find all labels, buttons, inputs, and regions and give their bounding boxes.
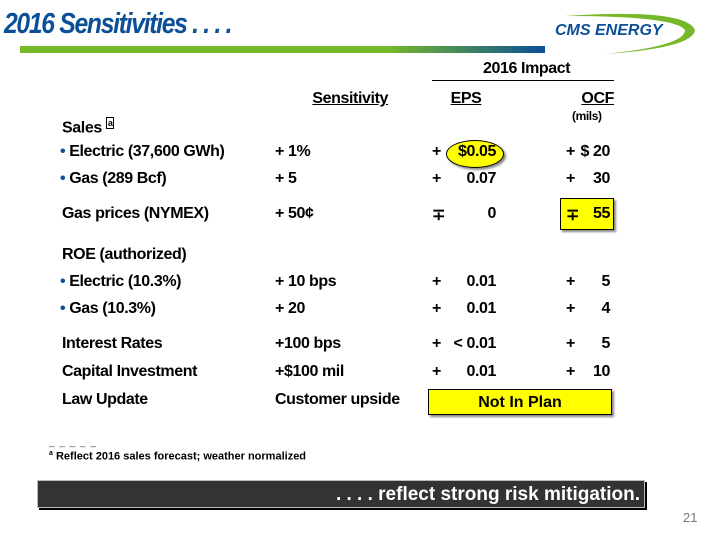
eps-value: 0	[487, 205, 497, 222]
bullet-icon: •	[60, 170, 66, 187]
bullet-icon: •	[60, 300, 66, 317]
eps-value: < 0.01	[453, 335, 496, 352]
sensitivity-value: + 1%	[275, 143, 311, 160]
footnote: a Reflect 2016 sales forecast; weather n…	[49, 450, 307, 463]
eps-value: 0.01	[466, 300, 496, 317]
row-label: Sales a	[62, 117, 115, 137]
ocf-sign: +	[566, 170, 575, 187]
ocf-value: 10	[593, 363, 610, 380]
sensitivity-value: + 5	[275, 170, 297, 187]
eps-sign: +	[432, 335, 441, 352]
page-title: 2016 Sensitivities . . . .	[4, 8, 232, 40]
bullet-icon: •	[60, 143, 66, 160]
row-label: Gas prices (NYMEX)	[62, 205, 209, 222]
conclusion-banner: . . . . reflect strong risk mitigation.	[37, 480, 645, 508]
eps-sign: +	[432, 300, 441, 317]
sensitivity-value: + 50¢	[275, 205, 314, 222]
eps-sign: +	[432, 273, 441, 290]
sensitivity-value: + 10 bps	[275, 273, 337, 290]
row-label: • Gas (289 Bcf)	[60, 170, 167, 187]
ocf-value: $ 20	[580, 143, 610, 160]
row-label: • Electric (37,600 GWh)	[60, 143, 225, 160]
eps-sign: +	[432, 143, 441, 160]
page-number: 21	[683, 510, 698, 525]
title-underline-bar	[20, 46, 545, 53]
group-header-2016-impact: 2016 Impact	[483, 60, 571, 77]
bullet-icon: •	[60, 273, 66, 290]
ocf-unit: (mils)	[572, 109, 602, 123]
col-header-eps: EPS	[450, 90, 482, 107]
ocf-value: 5	[601, 273, 611, 290]
col-header-ocf: OCF	[581, 90, 614, 107]
eps-highlight-oval	[446, 140, 504, 168]
ocf-sign: ∓	[566, 207, 580, 224]
eps-value: 0.01	[466, 363, 496, 380]
eps-sign: ∓	[432, 207, 446, 224]
ocf-value: 30	[593, 170, 610, 187]
ocf-sign: +	[566, 335, 575, 352]
footnote-separator: _ _ _ _ _	[49, 437, 97, 448]
sensitivity-value: +$100 mil	[275, 363, 344, 380]
row-label: ROE (authorized)	[62, 246, 187, 263]
ocf-sign: +	[566, 273, 575, 290]
not-in-plan-box: Not In Plan	[428, 389, 612, 415]
footnote-ref: a	[105, 117, 115, 129]
ocf-sign: +	[566, 363, 575, 380]
ocf-highlight-box	[560, 198, 614, 230]
row-label: Law Update	[62, 391, 148, 408]
cms-energy-logo: CMS ENERGY	[535, 10, 700, 55]
sensitivity-value: Customer upside	[275, 391, 400, 408]
sensitivity-value: +100 bps	[275, 335, 341, 352]
row-label: Interest Rates	[62, 335, 163, 352]
ocf-sign: +	[566, 300, 575, 317]
eps-sign: +	[432, 363, 441, 380]
row-label: • Electric (10.3%)	[60, 273, 182, 290]
eps-value: 0.01	[466, 273, 496, 290]
eps-value: 0.07	[466, 170, 496, 187]
group-header-rule	[432, 80, 614, 81]
row-label: • Gas (10.3%)	[60, 300, 156, 317]
ocf-sign: +	[566, 143, 575, 160]
eps-value: $0.05	[457, 143, 496, 160]
row-label: Capital Investment	[62, 363, 198, 380]
sensitivity-value: + 20	[275, 300, 305, 317]
col-header-sensitivity: Sensitivity	[312, 90, 388, 107]
ocf-value: 5	[601, 335, 611, 352]
ocf-value: 55	[593, 205, 610, 222]
eps-sign: +	[432, 170, 441, 187]
ocf-value: 4	[601, 300, 611, 317]
